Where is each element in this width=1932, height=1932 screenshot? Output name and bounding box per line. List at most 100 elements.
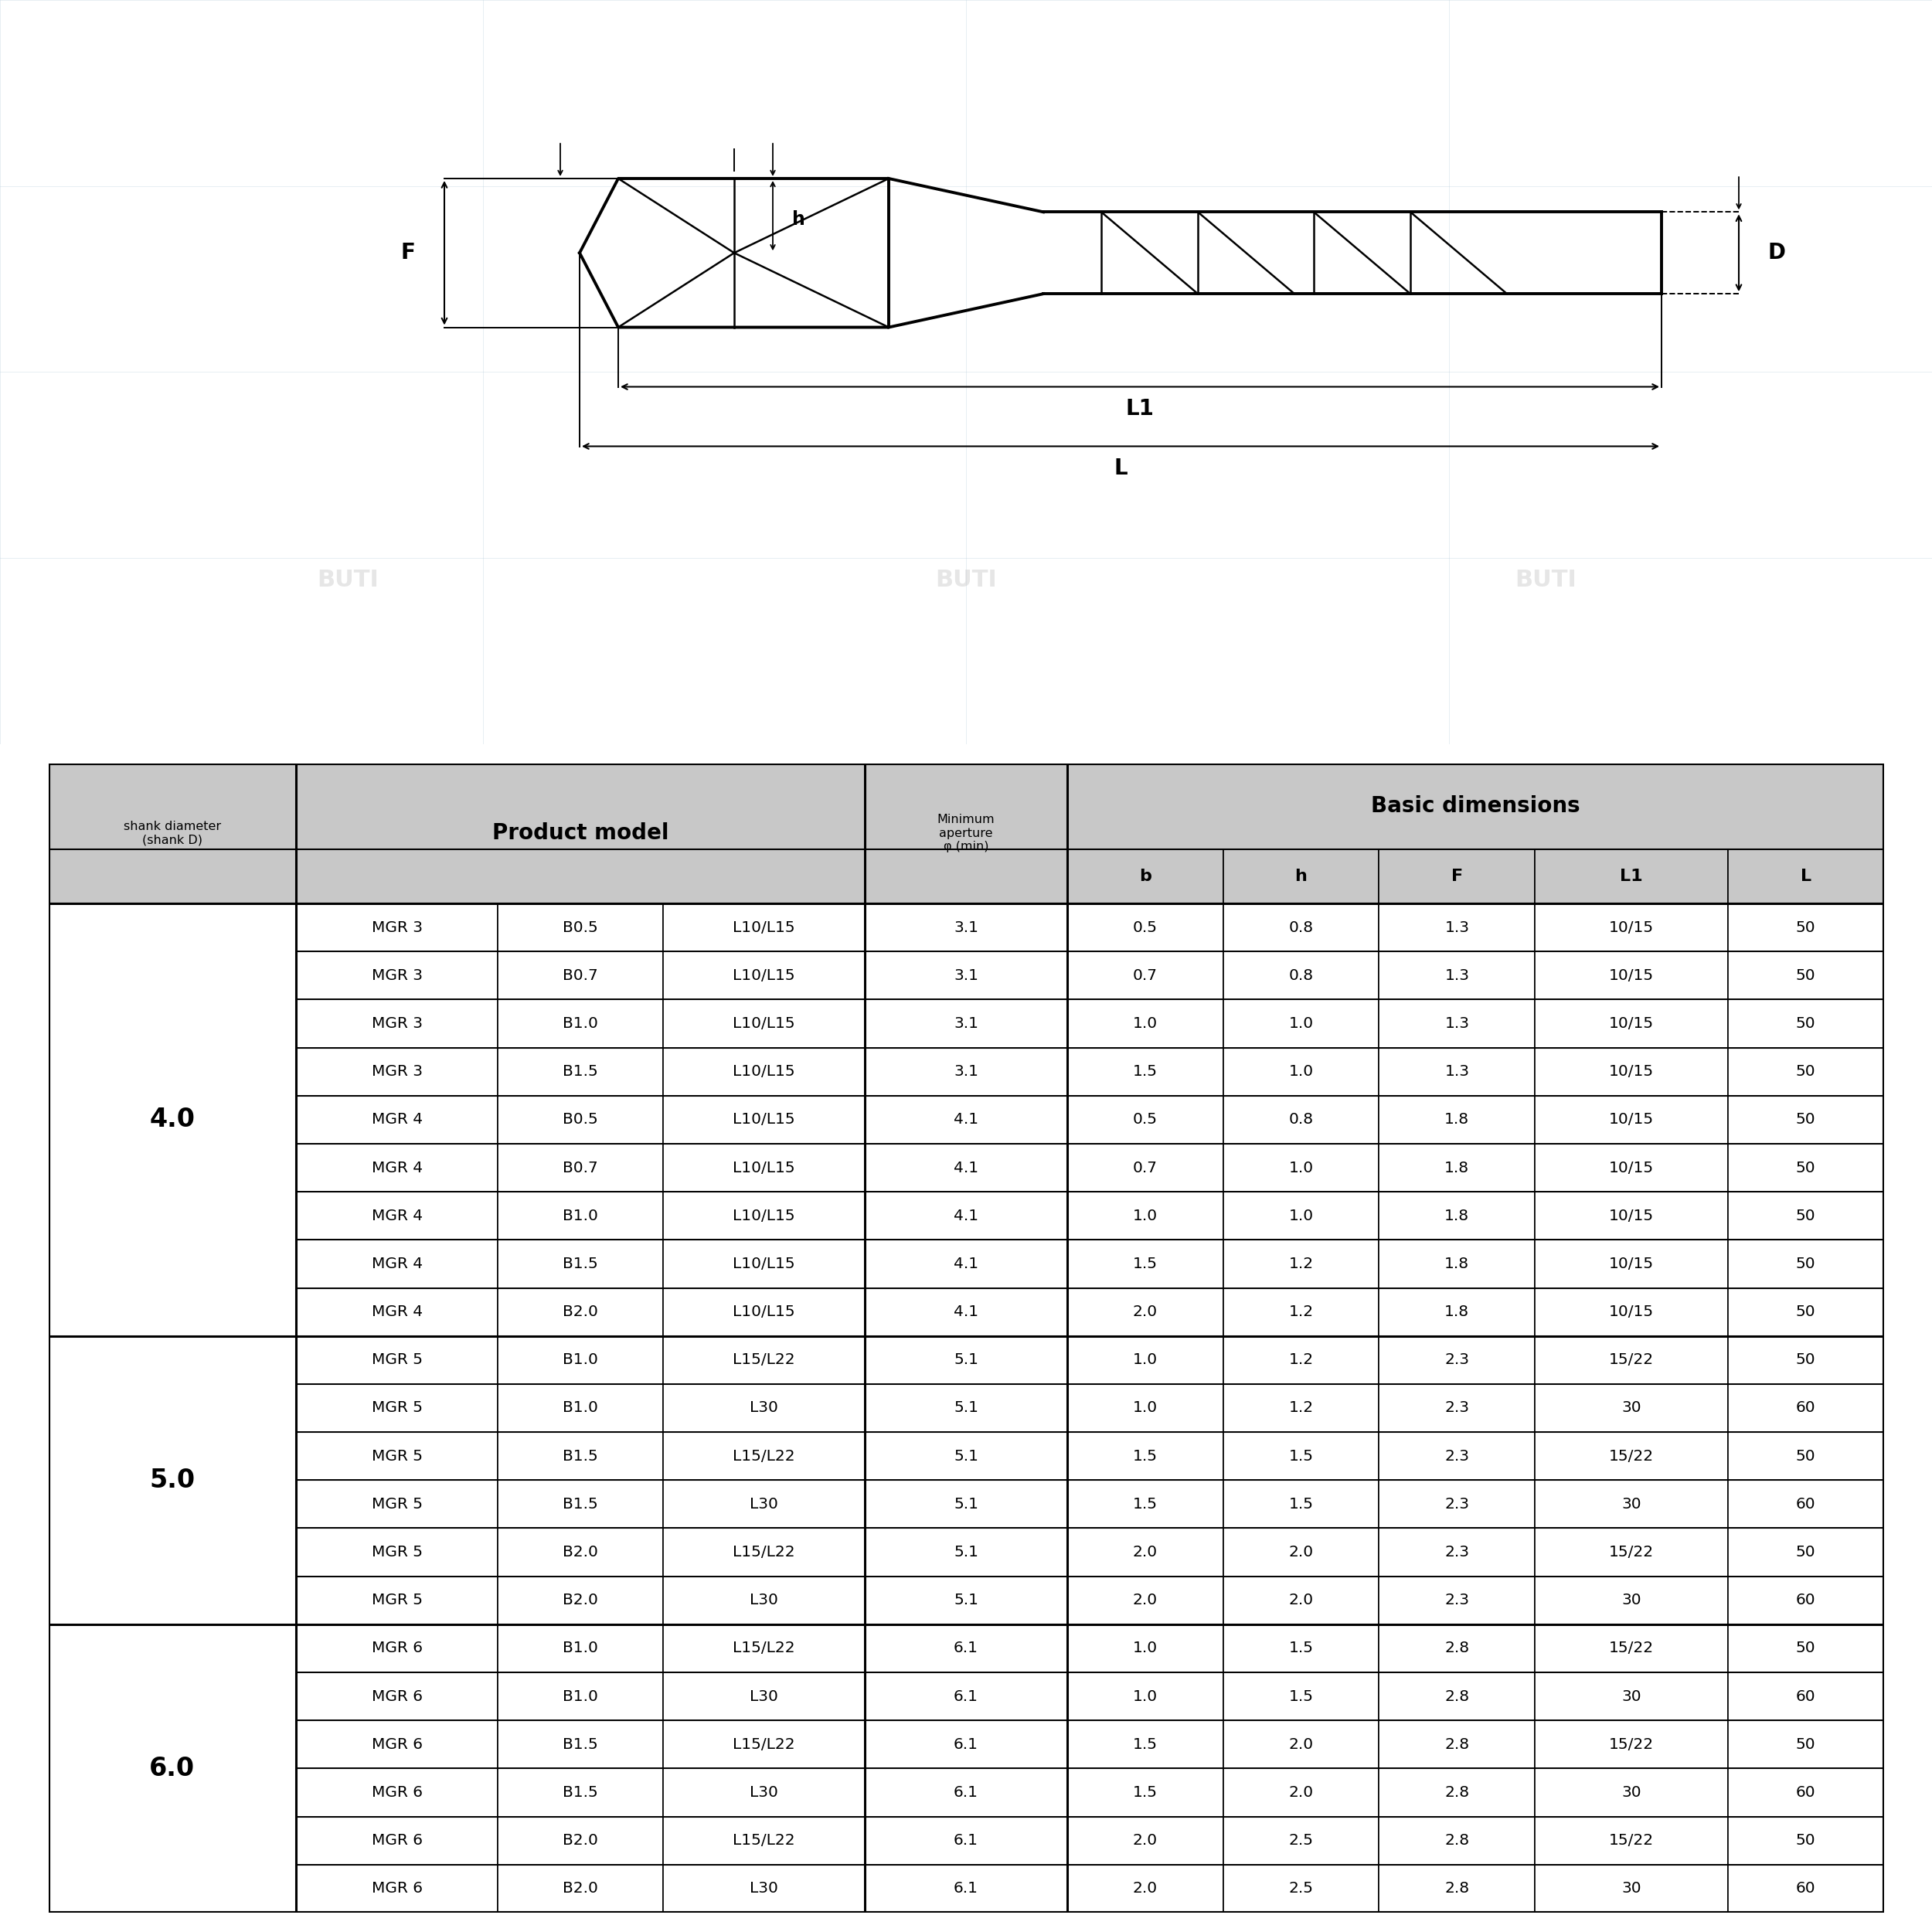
Text: 2.5: 2.5 <box>1289 1833 1314 1847</box>
Text: 2.0: 2.0 <box>1289 1546 1314 1559</box>
Text: BUTI: BUTI <box>1136 1066 1236 1103</box>
Bar <box>866 1432 1066 1480</box>
Text: 2.3: 2.3 <box>1445 1449 1470 1463</box>
Text: L10/L15: L10/L15 <box>732 920 796 935</box>
Bar <box>1066 763 1884 850</box>
Text: MGR 6: MGR 6 <box>371 1640 423 1656</box>
Text: 5.1: 5.1 <box>954 1352 978 1368</box>
Text: L30: L30 <box>750 1689 779 1704</box>
Bar <box>296 1864 498 1913</box>
Bar <box>1223 1432 1379 1480</box>
Bar <box>498 1719 663 1768</box>
Bar <box>1727 1816 1884 1864</box>
Bar <box>1066 1625 1223 1673</box>
Bar <box>498 1864 663 1913</box>
Bar <box>1379 1289 1534 1335</box>
Text: 1.5: 1.5 <box>1132 1449 1157 1463</box>
Bar <box>296 1528 498 1577</box>
Text: 10/15: 10/15 <box>1609 968 1654 983</box>
Text: B1.0: B1.0 <box>562 1016 599 1032</box>
Text: 5.1: 5.1 <box>954 1594 978 1607</box>
Bar <box>498 1625 663 1673</box>
Bar <box>498 1095 663 1144</box>
Text: 15/22: 15/22 <box>1609 1546 1654 1559</box>
Bar <box>498 1673 663 1719</box>
Bar <box>1223 850 1379 904</box>
Bar <box>866 1480 1066 1528</box>
Text: B0.7: B0.7 <box>562 1161 599 1175</box>
Bar <box>48 763 296 904</box>
Text: shank diameter
(shank D): shank diameter (shank D) <box>124 821 220 846</box>
Bar <box>1727 1432 1884 1480</box>
Text: 5.1: 5.1 <box>954 1546 978 1559</box>
Bar <box>663 904 866 951</box>
Text: MGR 5: MGR 5 <box>371 1497 423 1511</box>
Bar <box>866 904 1066 951</box>
Text: 1.0: 1.0 <box>1289 1208 1314 1223</box>
Bar <box>498 1047 663 1095</box>
Text: B1.0: B1.0 <box>562 1689 599 1704</box>
Text: 3.1: 3.1 <box>954 920 978 935</box>
Bar <box>663 1577 866 1625</box>
Bar <box>1379 1383 1534 1432</box>
Bar <box>663 1625 866 1673</box>
Text: B1.0: B1.0 <box>562 1640 599 1656</box>
Text: 50: 50 <box>1797 1640 1816 1656</box>
Bar <box>1727 999 1884 1047</box>
Text: 50: 50 <box>1797 920 1816 935</box>
Bar <box>296 1625 498 1673</box>
Bar <box>498 1192 663 1240</box>
Bar <box>1379 951 1534 999</box>
Text: B1.5: B1.5 <box>562 1256 599 1271</box>
Text: B1.0: B1.0 <box>562 1352 599 1368</box>
Bar <box>1379 904 1534 951</box>
Text: MGR 6: MGR 6 <box>371 1882 423 1895</box>
Text: MGR 5: MGR 5 <box>371 1449 423 1463</box>
Bar <box>1223 1383 1379 1432</box>
Bar <box>498 1144 663 1192</box>
Bar <box>1223 999 1379 1047</box>
Text: 50: 50 <box>1797 1737 1816 1752</box>
Text: 30: 30 <box>1621 1401 1642 1416</box>
Text: F: F <box>1451 869 1463 885</box>
Text: 1.3: 1.3 <box>1445 920 1470 935</box>
Bar <box>498 951 663 999</box>
Bar <box>1534 1480 1727 1528</box>
Bar <box>1223 1144 1379 1192</box>
Text: B0.7: B0.7 <box>562 968 599 983</box>
Bar <box>1534 1289 1727 1335</box>
Bar <box>1727 850 1884 904</box>
Text: 2.0: 2.0 <box>1132 1304 1157 1320</box>
Text: 5.1: 5.1 <box>954 1449 978 1463</box>
Text: B1.0: B1.0 <box>562 1208 599 1223</box>
Bar <box>1223 1047 1379 1095</box>
Bar <box>1534 1432 1727 1480</box>
Text: BUTI: BUTI <box>935 568 997 591</box>
Text: 50: 50 <box>1797 1546 1816 1559</box>
Text: 2.0: 2.0 <box>1132 1594 1157 1607</box>
Text: 5.1: 5.1 <box>954 1401 978 1416</box>
Text: 1.5: 1.5 <box>1132 1256 1157 1271</box>
Text: 0.5: 0.5 <box>1132 1113 1157 1126</box>
Bar <box>296 999 498 1047</box>
Text: 5.1: 5.1 <box>954 1497 978 1511</box>
Text: MGR 5: MGR 5 <box>371 1546 423 1559</box>
Text: MGR 6: MGR 6 <box>371 1737 423 1752</box>
Bar <box>1066 1192 1223 1240</box>
Text: MGR 3: MGR 3 <box>371 1016 423 1032</box>
Text: B2.0: B2.0 <box>562 1546 599 1559</box>
Text: 1.0: 1.0 <box>1132 1640 1157 1656</box>
Bar <box>498 1383 663 1432</box>
Text: Minimum
aperture
φ (min): Minimum aperture φ (min) <box>937 813 995 852</box>
Text: 30: 30 <box>1621 1882 1642 1895</box>
Bar <box>1066 1528 1223 1577</box>
Bar <box>498 1480 663 1528</box>
Bar <box>663 1047 866 1095</box>
Text: MGR 4: MGR 4 <box>371 1161 423 1175</box>
Bar <box>1534 1768 1727 1816</box>
Text: 2.8: 2.8 <box>1445 1785 1470 1801</box>
Bar <box>866 1816 1066 1864</box>
Text: 2.8: 2.8 <box>1445 1833 1470 1847</box>
Bar <box>296 951 498 999</box>
Bar <box>48 904 296 1335</box>
